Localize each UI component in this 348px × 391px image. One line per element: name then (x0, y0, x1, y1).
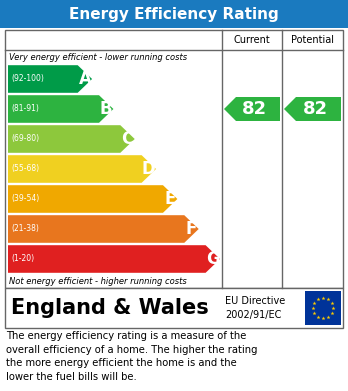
Polygon shape (8, 125, 135, 153)
Text: Current: Current (234, 35, 270, 45)
Text: B: B (100, 100, 112, 118)
Polygon shape (284, 97, 341, 121)
Polygon shape (8, 185, 177, 213)
Polygon shape (8, 65, 92, 93)
Text: Potential: Potential (291, 35, 334, 45)
Bar (5, 30, 343, 288)
Text: G: G (206, 250, 220, 268)
Text: A: A (78, 70, 91, 88)
Polygon shape (8, 155, 156, 183)
Text: Energy Efficiency Rating: Energy Efficiency Rating (69, 7, 279, 22)
Text: England & Wales: England & Wales (11, 298, 209, 318)
Text: C: C (121, 130, 134, 148)
Text: The energy efficiency rating is a measure of the
overall efficiency of a home. T: The energy efficiency rating is a measur… (6, 331, 258, 382)
Polygon shape (224, 97, 280, 121)
Polygon shape (8, 215, 199, 243)
Text: (55-68): (55-68) (11, 165, 39, 174)
Bar (0, 0, 348, 28)
Text: (39-54): (39-54) (11, 194, 39, 203)
Text: (81-91): (81-91) (11, 104, 39, 113)
Bar (305, 291, 341, 325)
Text: EU Directive
2002/91/EC: EU Directive 2002/91/EC (225, 296, 285, 319)
Text: (69-80): (69-80) (11, 135, 39, 143)
Text: D: D (142, 160, 156, 178)
Text: Not energy efficient - higher running costs: Not energy efficient - higher running co… (9, 276, 187, 285)
Text: (1-20): (1-20) (11, 255, 34, 264)
Text: F: F (186, 220, 197, 238)
Text: 82: 82 (303, 100, 328, 118)
Text: 82: 82 (242, 100, 267, 118)
Text: (21-38): (21-38) (11, 224, 39, 233)
Text: E: E (165, 190, 176, 208)
Polygon shape (8, 95, 113, 123)
Text: Very energy efficient - lower running costs: Very energy efficient - lower running co… (9, 52, 187, 61)
Bar (5, 288, 343, 328)
Polygon shape (8, 245, 220, 273)
Text: (92-100): (92-100) (11, 75, 44, 84)
